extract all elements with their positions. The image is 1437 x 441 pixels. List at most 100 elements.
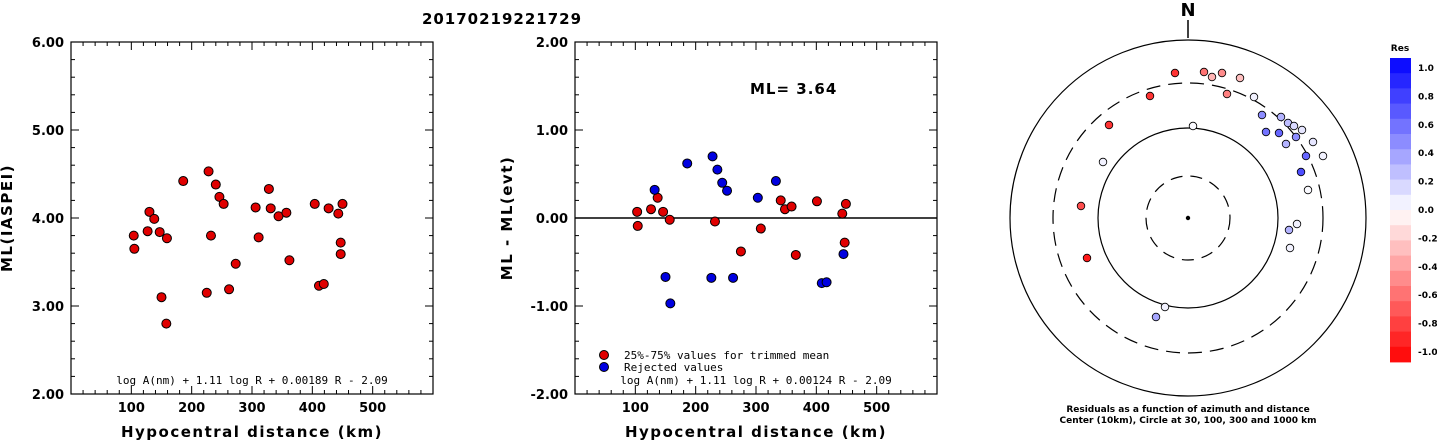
data-point <box>144 206 155 217</box>
station-residual-point <box>1076 201 1086 211</box>
data-point <box>646 204 657 215</box>
data-point <box>775 195 786 206</box>
data-point <box>664 214 675 225</box>
y-tick-label: 1.00 <box>536 124 568 139</box>
data-point <box>250 202 261 213</box>
data-point <box>333 208 344 219</box>
colorbar-tick-label: 0.2 <box>1418 178 1434 188</box>
data-point <box>335 237 346 248</box>
rejected-point <box>770 176 781 187</box>
rejected-point <box>722 185 733 196</box>
station-residual-point <box>1308 137 1318 147</box>
y-tick-labels: 2.00 3.00 4.00 5.00 6.00 <box>32 36 64 403</box>
station-residual-point <box>1285 243 1295 253</box>
caption-line-2: Center (10km), Circle at 30, 100, 300 an… <box>1060 416 1317 426</box>
colorbar-swatch <box>1390 210 1411 226</box>
data-point <box>210 179 221 190</box>
x-tick-label: 500 <box>863 401 890 416</box>
colorbar-swatch <box>1390 118 1411 135</box>
data-points <box>128 166 348 329</box>
data-point <box>840 198 851 209</box>
station-residual-point <box>1276 112 1286 122</box>
station-residual-point <box>1199 67 1209 77</box>
rejected-point <box>712 164 723 175</box>
data-point <box>205 230 216 241</box>
data-point <box>265 203 276 214</box>
station-residual-point <box>1289 121 1299 131</box>
circle-30km <box>1145 175 1231 261</box>
station-residual-point <box>1297 125 1307 135</box>
colorbar-swatch <box>1390 149 1411 165</box>
rejected-point <box>752 192 763 203</box>
station-residual-point <box>1318 151 1328 161</box>
station-residual-point <box>1249 92 1259 102</box>
rejected-point <box>821 277 832 288</box>
data-point <box>203 166 214 177</box>
colorbar-tick-label: -0.8 <box>1418 320 1437 330</box>
data-point <box>658 206 669 217</box>
circle-100km <box>1097 127 1279 309</box>
data-point <box>154 227 165 238</box>
colorbar-tick-label: 0.4 <box>1418 149 1434 159</box>
station-residual-point <box>1151 312 1161 322</box>
station-residual-point <box>1145 91 1155 101</box>
colorbar-swatch <box>1390 301 1411 317</box>
colorbar-swatch <box>1390 179 1411 196</box>
ml-value-label: ML= 3.64 <box>750 80 837 98</box>
colorbar-swatch <box>1390 103 1411 120</box>
x-tick-label: 500 <box>359 401 386 416</box>
data-point <box>786 201 797 212</box>
circle-300km <box>1052 82 1324 354</box>
legend: 25%-75% values for trimmed mean Rejected… <box>599 349 829 374</box>
y-tick-label: 2.00 <box>32 388 64 403</box>
y-tick-label: 5.00 <box>32 124 64 139</box>
y-tick-label: -2.00 <box>531 388 568 403</box>
colorbar-tick-label: 1.0 <box>1418 64 1434 74</box>
data-point <box>318 279 329 289</box>
colorbar-swatch <box>1390 346 1411 363</box>
panel-residual-vs-distance: 100 200 300 400 500 -2.00 -1.00 0.00 1.00 2.00 M… <box>498 36 938 441</box>
data-point <box>218 198 229 209</box>
legend-label-accepted: 25%-75% values for trimmed mean <box>624 349 829 362</box>
data-points <box>632 151 851 309</box>
y-axis-label: ML - ML(evt) <box>498 156 516 280</box>
legend-marker-rejected <box>599 362 609 372</box>
x-tick-label: 100 <box>118 401 145 416</box>
station-residual-point <box>1284 225 1294 235</box>
rejected-point <box>838 249 849 260</box>
rejected-point <box>728 272 739 283</box>
data-point <box>149 213 160 224</box>
panel-ml-vs-distance: 100 200 300 400 500 2.00 3.00 4.00 5.00 6.00 log… <box>0 36 434 441</box>
data-point <box>309 198 320 209</box>
x-tick-label: 400 <box>299 401 326 416</box>
data-point <box>755 223 766 234</box>
data-point <box>284 255 295 266</box>
y-tick-label: 4.00 <box>32 212 64 227</box>
station-residual-point <box>1170 68 1180 78</box>
circle-1000km <box>1009 39 1367 397</box>
data-point <box>161 233 172 244</box>
data-point <box>128 230 139 241</box>
data-point <box>230 258 241 269</box>
station-residual-point <box>1274 128 1284 138</box>
x-tick-label: 400 <box>803 401 830 416</box>
y-tick-label: 3.00 <box>32 300 64 315</box>
station-residual-point <box>1292 219 1302 229</box>
station-residual-point <box>1303 185 1313 195</box>
data-point <box>335 249 346 260</box>
station-residual-point <box>1104 120 1114 130</box>
station-residual-point <box>1261 127 1271 137</box>
station-residual-point <box>1301 151 1311 161</box>
colorbar-labels: 1.0 0.8 0.6 0.4 0.2 0.0 -0.2 -0.4 -0.6 -0.8 -1.0 <box>1418 64 1437 358</box>
colorbar-swatch <box>1390 225 1411 241</box>
residual-colorbar: Res 1.0 0.8 0.6 0.4 0.2 0.0 -0.2 -0.4 -0.6 -0.8 -1… <box>1390 44 1437 363</box>
center-point <box>1185 215 1191 221</box>
data-point <box>142 226 153 237</box>
data-point <box>201 287 212 298</box>
x-tick-label: 200 <box>682 401 709 416</box>
data-point <box>632 220 643 231</box>
rejected-point <box>660 271 671 282</box>
y-tick-label: -1.00 <box>531 300 568 315</box>
y-tick-labels: -2.00 -1.00 0.00 1.00 2.00 <box>531 36 568 403</box>
colorbar-tick-label: -0.6 <box>1418 291 1437 301</box>
